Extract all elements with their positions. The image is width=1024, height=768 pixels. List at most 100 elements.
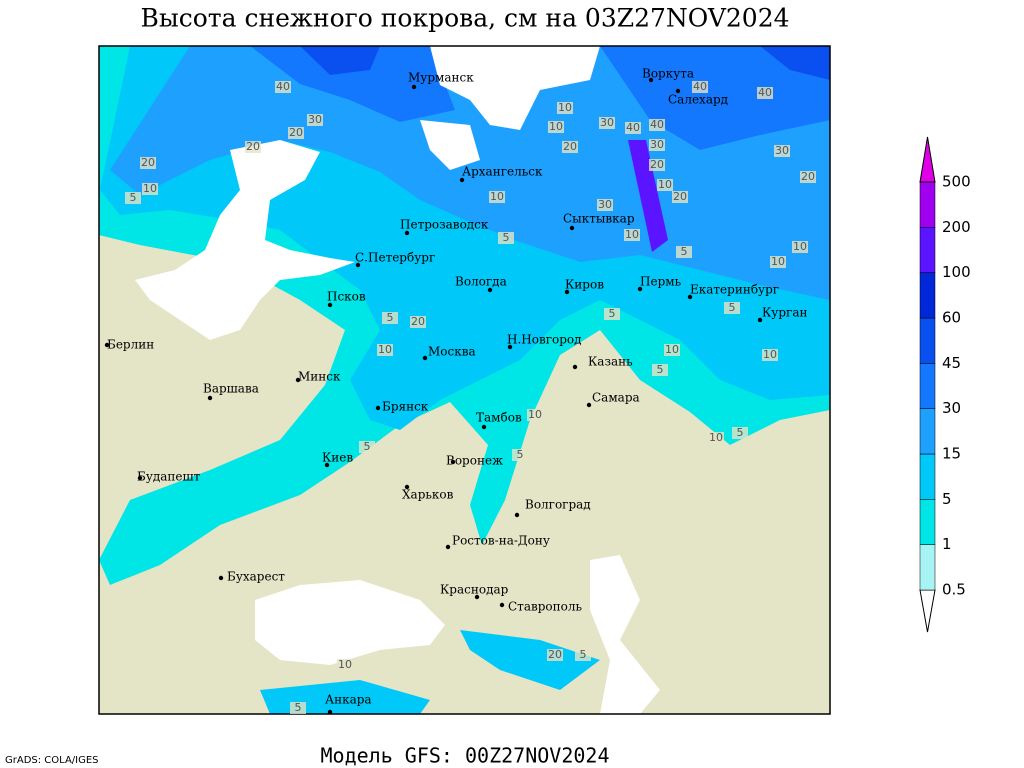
contour-label-bg xyxy=(288,127,304,139)
colorbar-label: 1 xyxy=(942,535,952,553)
contour-label-bg xyxy=(307,114,323,126)
contour-label: 20 xyxy=(563,140,577,153)
contour-label-bg xyxy=(275,81,291,93)
colorbar-label: 45 xyxy=(942,354,961,372)
contour-label-bg xyxy=(732,427,748,439)
contour-label: 5 xyxy=(295,701,302,714)
contour-label: 40 xyxy=(276,80,290,93)
city-label: Вологда xyxy=(455,275,507,289)
contour-label: 30 xyxy=(650,138,664,151)
contour-label: 10 xyxy=(665,343,679,356)
city-label: Волгоград xyxy=(525,498,591,512)
contour-label-bg xyxy=(597,199,613,211)
city-dot xyxy=(487,287,493,293)
city-label: Сыктывкар xyxy=(563,212,635,226)
contour-label-bg xyxy=(649,119,665,131)
contour-label-bg xyxy=(604,308,620,320)
contour-label-bg xyxy=(142,183,158,195)
city-label: Мурманск xyxy=(408,71,474,85)
contour-label-bg xyxy=(762,349,778,361)
city-dot xyxy=(569,225,575,231)
map-frame xyxy=(98,45,831,715)
city-label: Тамбов xyxy=(476,411,522,425)
contour-label-bg xyxy=(792,241,808,253)
city-dot xyxy=(514,512,520,518)
contour-label: 10 xyxy=(793,240,807,253)
city-dot xyxy=(474,594,480,600)
contour-label: 20 xyxy=(289,126,303,139)
contour-label-bg xyxy=(757,87,773,99)
colorbar-swatch xyxy=(919,363,936,409)
city-label: Анкара xyxy=(325,693,372,707)
snow-45-60 xyxy=(300,46,830,80)
city-label: Самара xyxy=(592,391,640,405)
contour-label: 20 xyxy=(801,170,815,183)
contour-label: 5 xyxy=(364,440,371,453)
contour-label-bg xyxy=(140,157,156,169)
city-dot xyxy=(459,177,465,183)
city-dot xyxy=(327,709,333,715)
city-label: Краснодар xyxy=(440,583,509,597)
colorbar-label: 60 xyxy=(942,309,961,327)
contour-label-bg xyxy=(708,432,724,444)
city-label: Ставрополь xyxy=(508,600,582,614)
contour-label-bg xyxy=(359,441,375,453)
city-dot xyxy=(572,364,578,370)
city-dot xyxy=(507,344,513,350)
city-dot xyxy=(355,262,361,268)
contour-label: 40 xyxy=(693,80,707,93)
contour-label-bg xyxy=(724,302,740,314)
contour-label-bg xyxy=(410,316,426,328)
city-dot xyxy=(404,484,410,490)
city-label: Петрозаводск xyxy=(400,218,489,232)
city-dot xyxy=(324,462,330,468)
contour-label: 20 xyxy=(650,158,664,171)
city-label: Псков xyxy=(327,290,366,304)
colorbar-swatch xyxy=(919,499,936,545)
contour-label: 30 xyxy=(598,198,612,211)
colorbar-swatch xyxy=(919,453,936,500)
contour-label: 10 xyxy=(143,182,157,195)
contour-label: 5 xyxy=(737,426,744,439)
contour-label: 5 xyxy=(517,448,524,461)
contour-label: 20 xyxy=(246,140,260,153)
contour-label: 40 xyxy=(758,86,772,99)
contour-label-bg xyxy=(672,191,688,203)
contour-label: 5 xyxy=(580,648,587,661)
contour-label: 10 xyxy=(490,190,504,203)
contour-label-bg xyxy=(512,449,528,461)
city-label: Бухарест xyxy=(227,570,285,584)
contour-label-bg xyxy=(547,649,563,661)
city-label: С.Петербург xyxy=(355,251,435,265)
city-label: Екатеринбург xyxy=(690,283,779,297)
title: Высота снежного покрова, см на 03Z27NOV2… xyxy=(140,4,789,33)
contour-label: 5 xyxy=(130,191,137,204)
contour-label-bg xyxy=(498,232,514,244)
city-label: Варшава xyxy=(203,382,259,396)
city-dot xyxy=(207,395,213,401)
contour-label: 10 xyxy=(763,348,777,361)
colorbar-label: 200 xyxy=(942,218,971,236)
contour-label-bg xyxy=(649,139,665,151)
city-dot xyxy=(295,377,301,383)
city-label: Воркута xyxy=(642,67,694,81)
city-dot xyxy=(481,424,487,430)
city-dot xyxy=(218,575,224,581)
contour-label-bg xyxy=(125,192,141,204)
contour-label: 10 xyxy=(338,658,352,671)
contour-label-bg xyxy=(676,246,692,258)
contour-label: 20 xyxy=(673,190,687,203)
contour-label: 10 xyxy=(378,343,392,356)
city-dot xyxy=(327,302,333,308)
contour-label-bg xyxy=(664,344,680,356)
northern-seas xyxy=(420,46,600,170)
contour-label: 20 xyxy=(411,315,425,328)
city-label: Брянск xyxy=(382,400,429,414)
colorbar-bottom xyxy=(919,589,936,633)
city-label: Киров xyxy=(565,278,604,292)
city-label: Н.Новгород xyxy=(507,333,582,347)
city-label: Архангельск xyxy=(462,165,543,179)
colorbar-top xyxy=(919,136,936,183)
city-dot xyxy=(137,475,143,481)
